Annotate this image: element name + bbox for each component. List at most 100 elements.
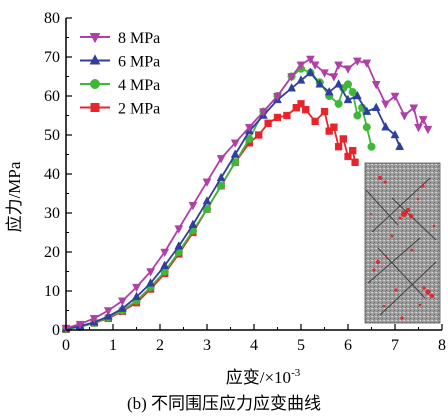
data-point [351, 158, 359, 166]
series-6-mpa [61, 67, 405, 333]
data-point [132, 283, 141, 293]
data-point [343, 65, 353, 74]
y-tick-label: 50 [44, 127, 60, 144]
data-point [334, 143, 343, 151]
data-point [230, 139, 240, 148]
data-point [362, 59, 372, 68]
data-point [339, 135, 347, 143]
data-point [160, 260, 170, 269]
data-point [381, 100, 391, 109]
data-point [103, 307, 113, 316]
data-point [390, 92, 400, 102]
data-point [273, 92, 282, 102]
data-point [311, 117, 319, 125]
data-point [216, 172, 226, 182]
legend-label: 4 MPa [118, 77, 160, 94]
data-point [174, 241, 184, 250]
legend-entry: 2 MPa [80, 101, 160, 118]
y-tick-label: 20 [44, 244, 60, 261]
data-point [255, 131, 263, 139]
y-tick-label: 60 [44, 88, 60, 105]
x-axis-title: 应变/×10-3 [226, 367, 301, 387]
x-tick-label: 5 [297, 337, 305, 354]
series-layer [61, 55, 433, 334]
legend-label: 6 MPa [118, 54, 160, 71]
data-point [146, 268, 156, 277]
data-point [352, 90, 362, 100]
series-line [65, 71, 401, 330]
x-tick-label: 4 [250, 337, 258, 354]
data-point [174, 225, 184, 234]
y-tick-label: 70 [44, 49, 60, 66]
legend-marker [90, 103, 100, 112]
data-point [362, 106, 372, 115]
legend-marker [90, 79, 100, 89]
legend-marker [89, 54, 101, 65]
data-point [146, 278, 156, 287]
data-point [352, 57, 362, 67]
data-point [395, 141, 405, 150]
data-point [296, 75, 306, 84]
legend-label: 8 MPa [118, 30, 160, 47]
legend: 8 MPa 6 MPa 4 MPa 2 MPa [80, 30, 160, 118]
y-tick-label: 10 [44, 283, 60, 300]
series-line [65, 67, 373, 331]
data-point [320, 69, 329, 78]
x-tick-label: 8 [438, 337, 446, 354]
legend-entry: 8 MPa [80, 30, 160, 47]
specimen-fracture-image [364, 162, 441, 324]
data-point [343, 94, 353, 104]
data-point [160, 248, 170, 258]
y-tick-label: 80 [44, 10, 60, 27]
data-point [414, 123, 423, 133]
data-point [244, 123, 254, 133]
y-axis-ticks: 0 10 20 30 40 50 60 70 80 [44, 10, 72, 339]
data-point [75, 320, 85, 330]
data-point [334, 99, 343, 108]
data-point [390, 129, 400, 139]
data-point [349, 146, 357, 155]
y-tick-label: 40 [44, 166, 60, 183]
series-line [65, 102, 356, 331]
data-point [264, 119, 272, 127]
data-point [371, 81, 381, 90]
data-point [89, 315, 99, 324]
x-tick-label: 2 [156, 337, 164, 354]
data-point [202, 196, 212, 205]
data-point [315, 79, 325, 88]
data-point [287, 73, 297, 82]
data-point [305, 67, 315, 76]
data-point [367, 142, 376, 151]
data-point [283, 111, 291, 120]
data-point [296, 61, 306, 70]
data-point [409, 104, 419, 113]
x-tick-label: 7 [391, 337, 399, 354]
data-point [362, 123, 371, 132]
data-point [292, 104, 300, 112]
series-4-mpa [61, 64, 376, 334]
data-point [188, 201, 198, 211]
data-point [297, 100, 305, 108]
data-point [132, 291, 141, 301]
data-point [216, 155, 226, 164]
legend-label: 2 MPa [118, 101, 160, 118]
data-point [353, 111, 362, 120]
data-point [334, 79, 344, 88]
data-point [287, 83, 297, 92]
data-point [258, 108, 268, 117]
data-point [343, 80, 353, 89]
legend-entry: 6 MPa [80, 54, 160, 71]
figure-caption: (b) 不同围压应力应变曲线 [127, 394, 321, 413]
data-point [188, 219, 198, 228]
x-tick-label: 6 [344, 337, 352, 354]
data-point [418, 116, 428, 125]
data-point [399, 112, 409, 121]
data-point [381, 122, 391, 131]
y-tick-label: 0 [52, 322, 60, 339]
data-point [324, 86, 334, 96]
x-tick-label: 1 [109, 337, 117, 354]
legend-marker [89, 33, 101, 44]
data-point [305, 55, 315, 65]
series-line [65, 58, 429, 329]
